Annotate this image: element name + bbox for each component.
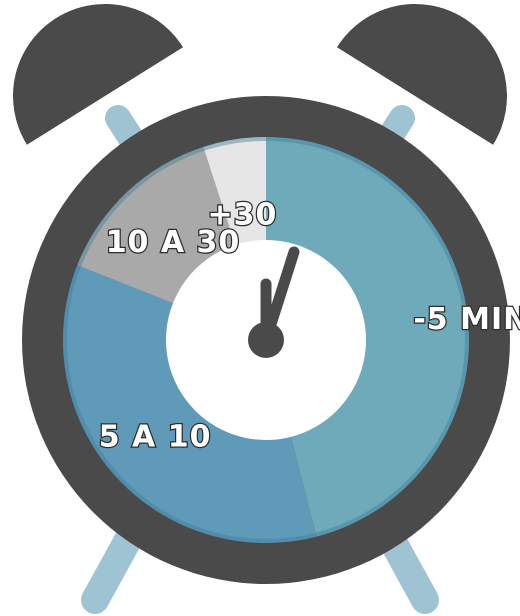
slice-label-3: +30 xyxy=(207,197,277,232)
clock-hands xyxy=(248,246,300,358)
right-bell xyxy=(336,4,507,145)
slice-label-1: 5 A 10 xyxy=(99,420,212,455)
slice-labels: -5 MIN 5 A 10 10 A 30+30 xyxy=(97,196,520,456)
slice-label-0: -5 MIN xyxy=(413,302,520,337)
pie-slice-0 xyxy=(266,137,469,537)
left-bell xyxy=(13,4,184,145)
clock-bells xyxy=(13,4,507,145)
slice-label-2: 10 A 30 xyxy=(106,225,241,260)
hand-pivot xyxy=(248,322,284,358)
pie-rim xyxy=(63,137,469,543)
